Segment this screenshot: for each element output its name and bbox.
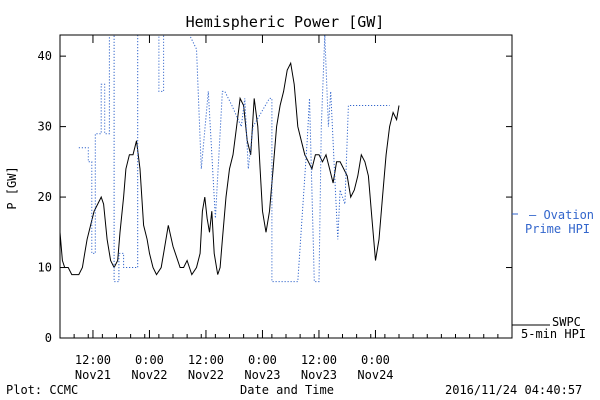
x-tick-label-date: Nov23 [301,368,337,382]
y-axis-ticks: 0 10 20 30 40 [38,49,512,345]
y-tick-label: 30 [38,120,52,134]
x-axis-ticks: 12:00Nov210:00Nov2212:00Nov220:00Nov2312… [59,35,513,382]
y-axis-label: P [GW] [5,166,19,209]
x-tick-label-date: Nov22 [188,368,224,382]
chart-title: Hemispheric Power [GW] [186,13,385,31]
x-tick-label-time: 12:00 [188,353,224,367]
x-tick-label-time: 0:00 [248,353,277,367]
plot-frame [59,34,513,339]
x-tick-label-time: 12:00 [301,353,337,367]
x-tick-label-time: 0:00 [361,353,390,367]
x-tick-label-date: Nov21 [75,368,111,382]
legend-swpc-line1: SWPC [552,315,581,329]
legend-ovation-line1: — Ovation [529,208,594,222]
x-tick-label-date: Nov24 [357,368,393,382]
series-swpc-hpi-line [59,61,400,276]
series-ovation-prime-line [78,34,390,283]
x-tick-label-date: Nov22 [131,368,167,382]
series-group [59,34,400,283]
x-tick-label-time: 12:00 [75,353,111,367]
legend-ovation-line2: Prime HPI [525,222,590,236]
footer-timestamp: 2016/11/24 04:40:57 [445,383,582,397]
x-tick-label-date: Nov23 [244,368,280,382]
y-tick-label: 10 [38,261,52,275]
legend-swpc-line2: 5-min HPI [521,327,586,341]
y-tick-label: 40 [38,49,52,63]
x-axis-label: Date and Time [240,383,334,397]
footer-plot-credit: Plot: CCMC [6,383,78,397]
y-tick-label: 20 [38,190,52,204]
y-tick-label: 0 [45,331,52,345]
x-tick-label-time: 0:00 [135,353,164,367]
